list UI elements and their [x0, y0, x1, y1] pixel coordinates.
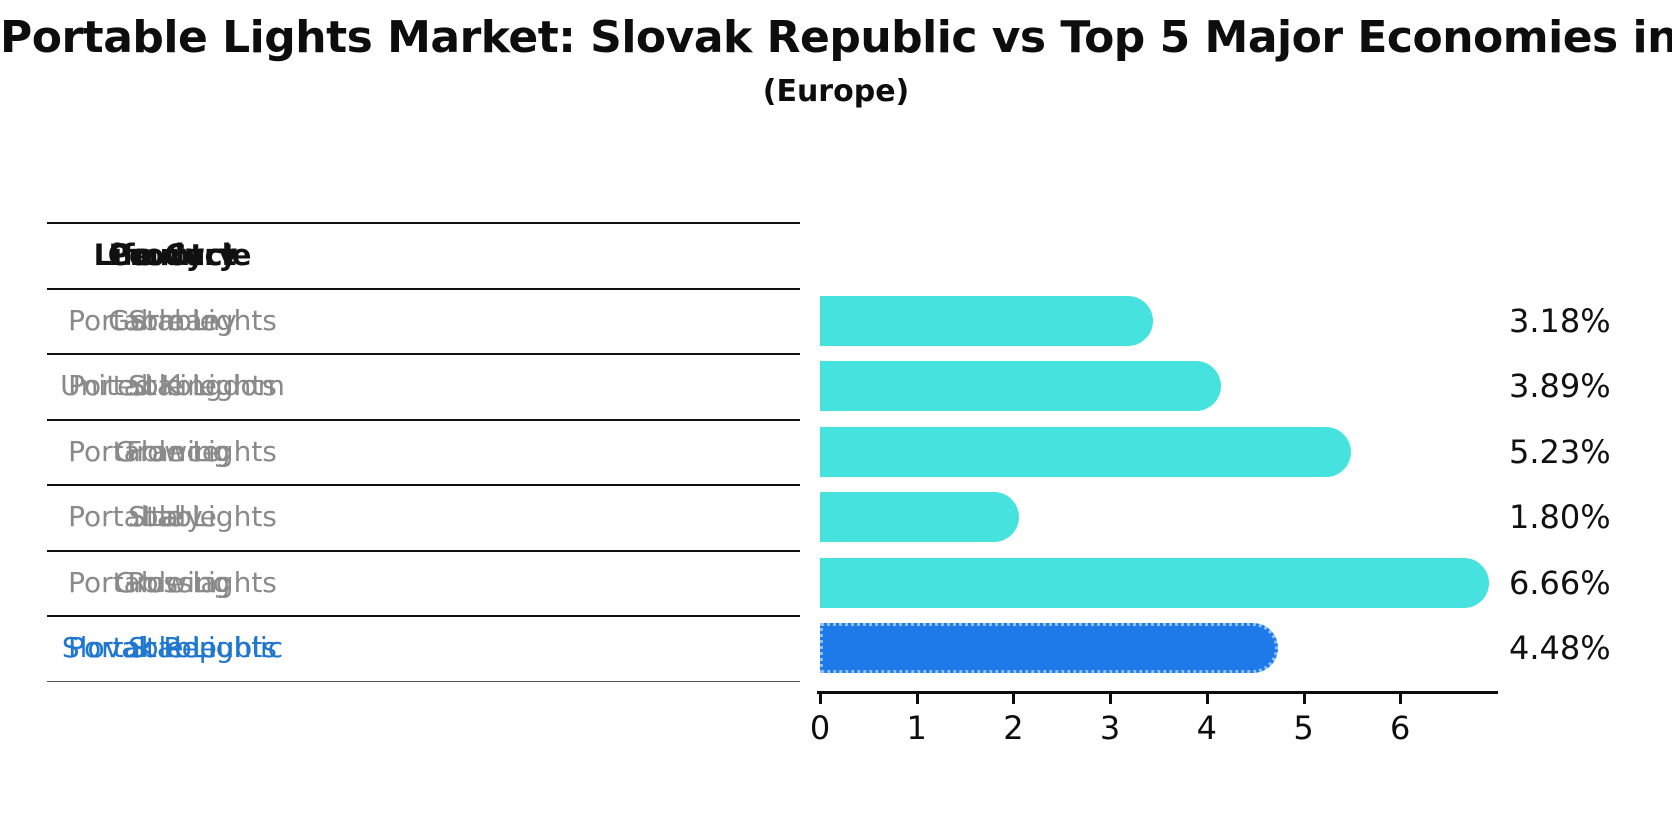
axis-tick-label: 1 — [906, 709, 927, 747]
value-label: 6.66% — [1509, 563, 1611, 602]
product-cell: Portable Lights — [68, 631, 277, 664]
bar-segment — [820, 295, 1153, 346]
axis-tick — [1109, 692, 1113, 704]
life-cycle-cell: Growing — [114, 565, 231, 599]
life-cycle-cell: Growing — [114, 434, 231, 468]
product-cell: Portable Lights — [68, 369, 277, 402]
axis-tick-label: 6 — [1390, 709, 1411, 747]
country-cell: Slovak Republic — [61, 631, 284, 664]
axis-tick-label: 5 — [1293, 709, 1314, 747]
product-cell: Portable Lights — [68, 434, 277, 468]
bar-segment — [820, 426, 1351, 477]
axis-tick — [915, 692, 919, 704]
value-label: 4.48% — [1509, 629, 1611, 667]
axis-tick — [1399, 692, 1403, 704]
column-header: Life Cycle — [93, 238, 252, 272]
axis-tick — [1302, 692, 1306, 704]
country-cell: Italy — [142, 500, 203, 533]
axis-tick-label: 0 — [809, 709, 831, 747]
x-axis-line — [817, 691, 1498, 694]
table-divider — [47, 353, 800, 355]
bar-segment — [820, 361, 1221, 411]
chart-subtitle: (Europe) — [762, 74, 910, 109]
country-cell: Russia — [127, 565, 218, 599]
axis-tick-label: 2 — [1003, 709, 1024, 747]
value-label: 3.18% — [1509, 301, 1611, 340]
country-cell: United Kingdom — [60, 369, 285, 402]
value-label: 5.23% — [1509, 432, 1611, 471]
table-divider — [47, 484, 800, 486]
value-label: 1.80% — [1509, 498, 1611, 536]
table-divider — [47, 681, 800, 682]
chart-title: Portable Lights Market: Slovak Republic … — [0, 12, 1672, 63]
product-cell: Portable Lights — [68, 500, 277, 533]
axis-tick — [1205, 692, 1209, 704]
life-cycle-cell: Stable — [128, 631, 217, 664]
life-cycle-cell: Stable — [128, 303, 217, 337]
product-cell: Portable Lights — [68, 303, 277, 337]
country-cell: France — [125, 434, 220, 468]
country-cell: Germany — [108, 303, 237, 337]
table-divider — [47, 615, 800, 617]
product-cell: Portable Lights — [68, 565, 277, 599]
value-label: 3.89% — [1509, 367, 1611, 405]
table-divider — [47, 288, 800, 290]
table-divider — [47, 222, 800, 224]
life-cycle-cell: Stable — [128, 500, 217, 533]
table-divider — [47, 550, 800, 552]
axis-tick-label: 4 — [1196, 709, 1217, 747]
bar-segment — [820, 557, 1489, 608]
column-header: Product — [108, 238, 237, 272]
bar-slovak-republic — [820, 623, 1278, 673]
table-divider — [47, 419, 800, 421]
column-header: Country — [107, 238, 238, 272]
axis-tick — [819, 692, 822, 704]
axis-tick — [1012, 692, 1016, 704]
axis-tick-label: 3 — [1099, 709, 1121, 747]
bar-segment — [820, 492, 1019, 542]
life-cycle-cell: Stable — [128, 369, 217, 402]
